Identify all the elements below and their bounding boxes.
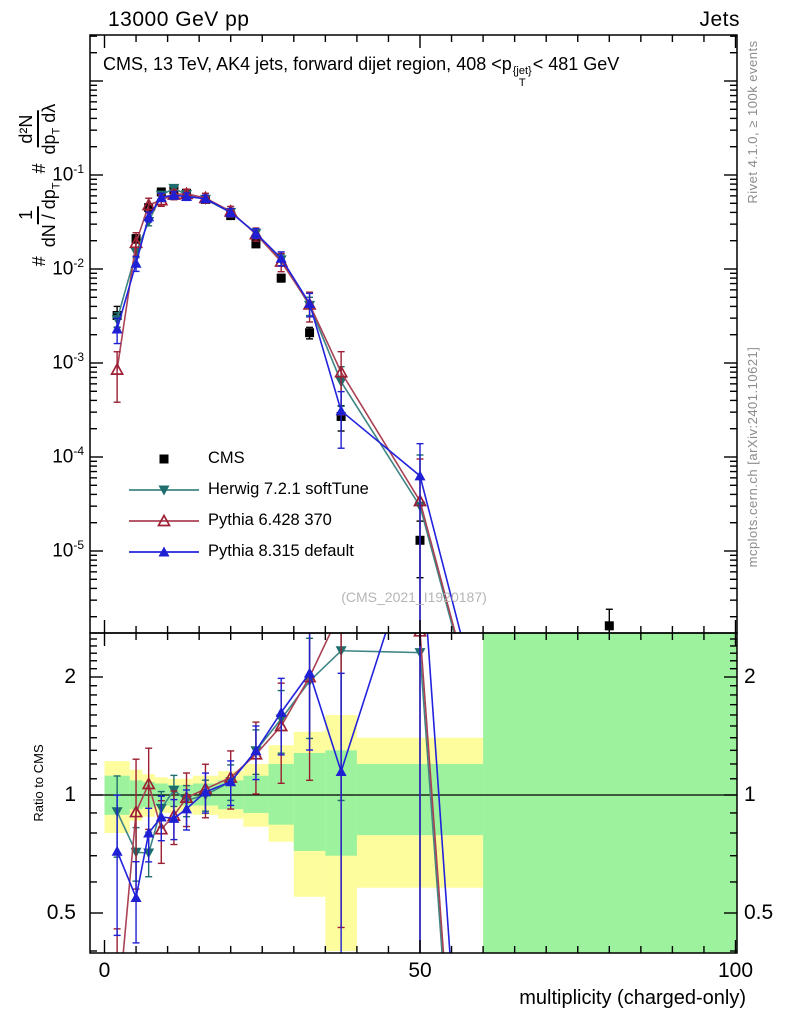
axes-frames-and-ticks bbox=[89, 34, 738, 954]
y-label-hash-1: # bbox=[28, 256, 49, 267]
y-label-frac1-den: dN / dpT bbox=[39, 183, 63, 248]
tick-label: 0.5 bbox=[46, 901, 76, 924]
legend-item-pythia8: Pythia 8.315 default bbox=[128, 536, 369, 567]
ratio-panel-frame bbox=[89, 632, 738, 954]
plot-title-tail: < 481 GeV bbox=[532, 54, 620, 74]
plot-title: CMS, 13 TeV, AK4 jets, forward dijet reg… bbox=[103, 54, 619, 89]
herwig-marker-icon bbox=[129, 485, 199, 495]
ratio-axis-label: Ratio to CMS bbox=[31, 744, 46, 822]
y-label-frac1-den-text: dN / dp bbox=[38, 189, 59, 248]
y-label-frac2-den: dpT dλ bbox=[39, 104, 63, 155]
tick-label: 0.5 bbox=[744, 901, 774, 924]
tick-label: 10-3 bbox=[52, 350, 84, 374]
tick-label: 10-4 bbox=[52, 444, 84, 468]
tick-label: 100 bbox=[717, 959, 754, 982]
tick-label: 10-1 bbox=[52, 162, 84, 186]
y-label-frac2-den-tail: dλ bbox=[38, 103, 59, 128]
y-label-fraction-2: d²N dpT dλ bbox=[16, 104, 63, 155]
legend: CMS Herwig 7.2.1 softTune Pythia 6.428 3… bbox=[128, 443, 369, 567]
analysis-group-label: Jets bbox=[699, 8, 740, 31]
pythia6-marker-icon bbox=[129, 513, 199, 526]
y-label-frac1-num: 1 bbox=[16, 205, 39, 224]
legend-label-herwig: Herwig 7.2.1 softTune bbox=[208, 480, 369, 498]
legend-item-cms: CMS bbox=[128, 443, 369, 474]
pt-subscript: T bbox=[518, 76, 526, 89]
x-axis-label: multiplicity (charged-only) bbox=[519, 987, 746, 1009]
tick-label: 2 bbox=[64, 664, 76, 688]
tick-label: 0 bbox=[98, 959, 111, 982]
tick-label: 2 bbox=[744, 664, 756, 688]
legend-label-pythia8: Pythia 8.315 default bbox=[208, 542, 354, 560]
y-label-frac2-den-text: dp bbox=[38, 134, 59, 155]
legend-item-herwig: Herwig 7.2.1 softTune bbox=[128, 474, 369, 505]
rivet-version-note: Rivet 4.1.0, ≥ 100k events bbox=[745, 40, 760, 204]
main-panel-series bbox=[110, 183, 614, 633]
ratio-panel-series bbox=[111, 633, 451, 953]
plot-title-text: CMS, 13 TeV, AK4 jets, forward dijet reg… bbox=[103, 54, 512, 74]
tick-label: 1 bbox=[744, 783, 756, 806]
tick-label: 10-5 bbox=[52, 538, 84, 562]
tick-label: 1 bbox=[64, 783, 76, 806]
mcplots-arxiv-note: mcplots.cern.ch [arXiv:2401.10621] bbox=[745, 346, 760, 568]
tick-label: 50 bbox=[408, 959, 432, 982]
y-label-frac2-num: d²N bbox=[16, 110, 39, 148]
y-label-fraction-1: 1 dN / dpT bbox=[16, 183, 63, 248]
y-label-hash-2: # bbox=[28, 163, 49, 174]
cms-marker-icon bbox=[159, 454, 169, 463]
pt-jet-stack: {jet} T bbox=[512, 65, 532, 89]
legend-label-pythia6: Pythia 6.428 370 bbox=[208, 511, 332, 529]
tick-label: 10-2 bbox=[52, 256, 84, 280]
beam-energy-label: 13000 GeV pp bbox=[108, 8, 250, 31]
y-label-frac2-den-sub: T bbox=[50, 127, 63, 135]
pt-superscript: {jet} bbox=[512, 65, 532, 77]
legend-item-pythia6: Pythia 6.428 370 bbox=[128, 505, 369, 536]
legend-label-cms: CMS bbox=[208, 449, 245, 467]
analysis-id-watermark: (CMS_2021_I1920187) bbox=[341, 589, 487, 605]
pythia8-marker-icon bbox=[129, 546, 199, 556]
